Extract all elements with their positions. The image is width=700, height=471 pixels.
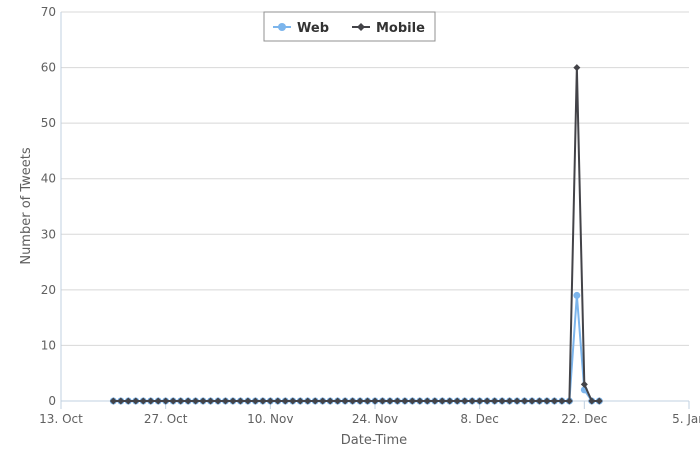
y-tick-label: 70: [41, 5, 56, 19]
data-point-mobile[interactable]: [154, 397, 162, 405]
data-point-mobile[interactable]: [423, 397, 431, 405]
data-point-mobile[interactable]: [296, 397, 304, 405]
x-tick-label: 24. Nov: [352, 412, 398, 426]
data-point-mobile[interactable]: [192, 397, 200, 405]
data-point-mobile[interactable]: [349, 397, 357, 405]
data-point-mobile[interactable]: [109, 397, 117, 405]
data-point-mobile[interactable]: [393, 397, 401, 405]
legend-item-mobile[interactable]: Mobile: [352, 21, 425, 36]
data-point-mobile[interactable]: [221, 397, 229, 405]
x-axis-title: Date-Time: [341, 433, 407, 448]
data-point-mobile[interactable]: [483, 397, 491, 405]
data-point-mobile[interactable]: [386, 397, 394, 405]
data-point-mobile[interactable]: [207, 397, 215, 405]
data-point-mobile[interactable]: [513, 397, 521, 405]
data-point-mobile[interactable]: [147, 397, 155, 405]
data-point-mobile[interactable]: [229, 397, 237, 405]
x-tick-label: 10. Nov: [247, 412, 293, 426]
data-point-mobile[interactable]: [117, 397, 125, 405]
data-point-mobile[interactable]: [281, 397, 289, 405]
grid-layer: [61, 11, 689, 402]
data-point-mobile[interactable]: [558, 397, 566, 405]
data-point-mobile[interactable]: [266, 397, 274, 405]
data-point-mobile[interactable]: [214, 397, 222, 405]
x-tick-label: 22. Dec: [561, 412, 607, 426]
x-tick-label: 8. Dec: [460, 412, 498, 426]
legend-mobile-label: Mobile: [376, 21, 425, 36]
data-point-mobile[interactable]: [565, 397, 573, 405]
data-point-mobile[interactable]: [521, 397, 529, 405]
y-tick-label: 10: [41, 338, 56, 352]
y-tick-label: 60: [41, 61, 56, 75]
data-point-mobile[interactable]: [177, 397, 185, 405]
data-point-mobile[interactable]: [506, 397, 514, 405]
data-point-mobile[interactable]: [274, 397, 282, 405]
data-point-mobile[interactable]: [401, 397, 409, 405]
data-point-mobile[interactable]: [334, 397, 342, 405]
y-axis-title: Number of Tweets: [19, 147, 34, 265]
x-tick-label: 5. Jan: [672, 412, 700, 426]
legend-box: [263, 11, 436, 42]
data-point-mobile[interactable]: [364, 397, 372, 405]
legend-web-label: Web: [297, 21, 329, 36]
data-point-mobile[interactable]: [236, 397, 244, 405]
data-point-mobile[interactable]: [461, 397, 469, 405]
data-point-mobile[interactable]: [162, 397, 170, 405]
data-point-mobile[interactable]: [184, 397, 192, 405]
data-point-mobile[interactable]: [169, 397, 177, 405]
data-point-mobile[interactable]: [311, 397, 319, 405]
data-point-mobile[interactable]: [319, 397, 327, 405]
data-point-mobile[interactable]: [498, 397, 506, 405]
data-point-mobile[interactable]: [438, 397, 446, 405]
data-point-mobile[interactable]: [528, 397, 536, 405]
data-point-mobile[interactable]: [304, 397, 312, 405]
data-point-mobile[interactable]: [199, 397, 207, 405]
data-point-mobile[interactable]: [453, 397, 461, 405]
data-point-mobile[interactable]: [476, 397, 484, 405]
data-point-mobile[interactable]: [341, 397, 349, 405]
legend-item-web[interactable]: Web: [273, 21, 329, 36]
data-point-mobile[interactable]: [371, 397, 379, 405]
data-point-mobile[interactable]: [139, 397, 147, 405]
data-point-mobile[interactable]: [491, 397, 499, 405]
series-layer: [109, 64, 603, 405]
data-point-mobile[interactable]: [588, 397, 596, 405]
legend-mobile-marker: [357, 23, 365, 31]
axis-layer: 0 10 20 30 40 50 60 70 13. Oct 27. Oct 10. Nov 24. …: [39, 5, 700, 426]
data-point-mobile[interactable]: [595, 397, 603, 405]
x-tick-label: 13. Oct: [39, 412, 83, 426]
data-point-mobile[interactable]: [124, 397, 132, 405]
series-line-web: [113, 294, 600, 402]
y-tick-label: 0: [48, 394, 56, 408]
data-point-mobile[interactable]: [251, 397, 259, 405]
data-point-mobile[interactable]: [550, 397, 558, 405]
y-tick-label: 20: [41, 283, 56, 297]
data-point-mobile[interactable]: [408, 397, 416, 405]
data-point-mobile[interactable]: [535, 397, 543, 405]
data-point-mobile[interactable]: [289, 397, 297, 405]
data-point-mobile[interactable]: [259, 397, 267, 405]
data-point-mobile[interactable]: [326, 397, 334, 405]
x-tick-label: 27. Oct: [144, 412, 188, 426]
data-point-mobile[interactable]: [416, 397, 424, 405]
data-point-mobile[interactable]: [573, 64, 581, 72]
legend-web-marker: [278, 23, 286, 31]
data-point-web[interactable]: [573, 291, 581, 299]
y-tick-label: 30: [41, 227, 56, 241]
data-point-mobile[interactable]: [543, 397, 551, 405]
data-point-mobile[interactable]: [468, 397, 476, 405]
data-point-mobile[interactable]: [446, 397, 454, 405]
y-tick-label: 40: [41, 172, 56, 186]
data-point-mobile[interactable]: [378, 397, 386, 405]
data-point-mobile[interactable]: [132, 397, 140, 405]
data-point-mobile[interactable]: [356, 397, 364, 405]
data-point-mobile[interactable]: [431, 397, 439, 405]
y-tick-label: 50: [41, 116, 56, 130]
data-point-mobile[interactable]: [244, 397, 252, 405]
legend[interactable]: Web Mobile: [263, 11, 436, 42]
data-point-mobile[interactable]: [580, 380, 588, 388]
